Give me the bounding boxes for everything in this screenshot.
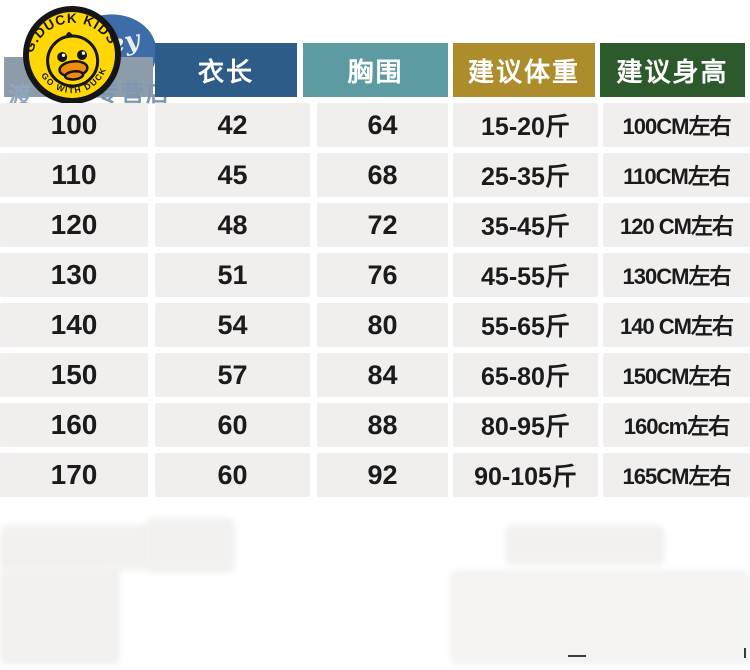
size-cell: 170 [0,453,148,497]
artifact-mark [744,648,746,658]
chest-cell: 80 [317,303,448,347]
table-row: 130 51 76 45-55斤 130CM左右 [0,253,750,297]
chest-cell: 72 [317,203,448,247]
size-cell: 100 [0,103,148,147]
weight-cell: 90-105斤 [453,453,598,497]
length-cell: 51 [155,253,310,297]
table-header-row: 衣长 胸围 建议体重 建议身高 [0,43,750,97]
chest-cell: 84 [317,353,448,397]
size-cell: 130 [0,253,148,297]
weight-cell: 25-35斤 [453,153,598,197]
column-header-height: 建议身高 [600,43,745,97]
artifact-blob [145,518,235,573]
table-row: 100 42 64 15-20斤 100CM左右 [0,103,750,147]
weight-cell: 15-20斤 [453,103,598,147]
height-cell: 165CM左右 [603,453,750,497]
height-cell: 110CM左右 [603,153,750,197]
height-cell: 160cm左右 [603,403,750,447]
gduck-logo-icon: G.DUCK KIDS GO WITH DUCK [18,6,121,104]
size-cell: 120 [0,203,148,247]
height-cell: 150CM左右 [603,353,750,397]
length-cell: 45 [155,153,310,197]
table-rows: 100 42 64 15-20斤 100CM左右 110 45 68 25-35… [0,103,750,497]
table-row: 150 57 84 65-80斤 150CM左右 [0,353,750,397]
length-cell: 57 [155,353,310,397]
weight-cell: 80-95斤 [453,403,598,447]
column-header-chest: 胸围 [303,43,448,97]
watermark-text-left: 渡 [8,82,33,108]
artifact-blob [505,525,665,565]
chest-cell: 76 [317,253,448,297]
chest-cell: 64 [317,103,448,147]
length-cell: 48 [155,203,310,247]
chest-cell: 68 [317,153,448,197]
height-cell: 140 CM左右 [603,303,750,347]
weight-cell: 65-80斤 [453,353,598,397]
size-cell: 140 [0,303,148,347]
artifact-mark [568,655,586,657]
length-cell: 60 [155,453,310,497]
size-cell: 160 [0,403,148,447]
table-row: 140 54 80 55-65斤 140 CM左右 [0,303,750,347]
size-cell: 110 [0,153,148,197]
weight-cell: 35-45斤 [453,203,598,247]
table-row: 110 45 68 25-35斤 110CM左右 [0,153,750,197]
chest-cell: 88 [317,403,448,447]
length-cell: 54 [155,303,310,347]
size-cell: 150 [0,353,148,397]
length-cell: 60 [155,403,310,447]
height-cell: 130CM左右 [603,253,750,297]
table-row: 170 60 92 90-105斤 165CM左右 [0,453,750,497]
artifact-blob [0,565,120,665]
column-header-weight: 建议体重 [453,43,595,97]
table-row: 120 48 72 35-45斤 120 CM左右 [0,203,750,247]
weight-cell: 55-65斤 [453,303,598,347]
height-cell: 100CM左右 [603,103,750,147]
artifact-blob [450,570,750,665]
weight-cell: 45-55斤 [453,253,598,297]
chest-cell: 92 [317,453,448,497]
artifact-blob [0,525,150,570]
table-row: 160 60 88 80-95斤 160cm左右 [0,403,750,447]
length-cell: 42 [155,103,310,147]
column-header-length: 衣长 [155,43,297,97]
height-cell: 120 CM左右 [603,203,750,247]
